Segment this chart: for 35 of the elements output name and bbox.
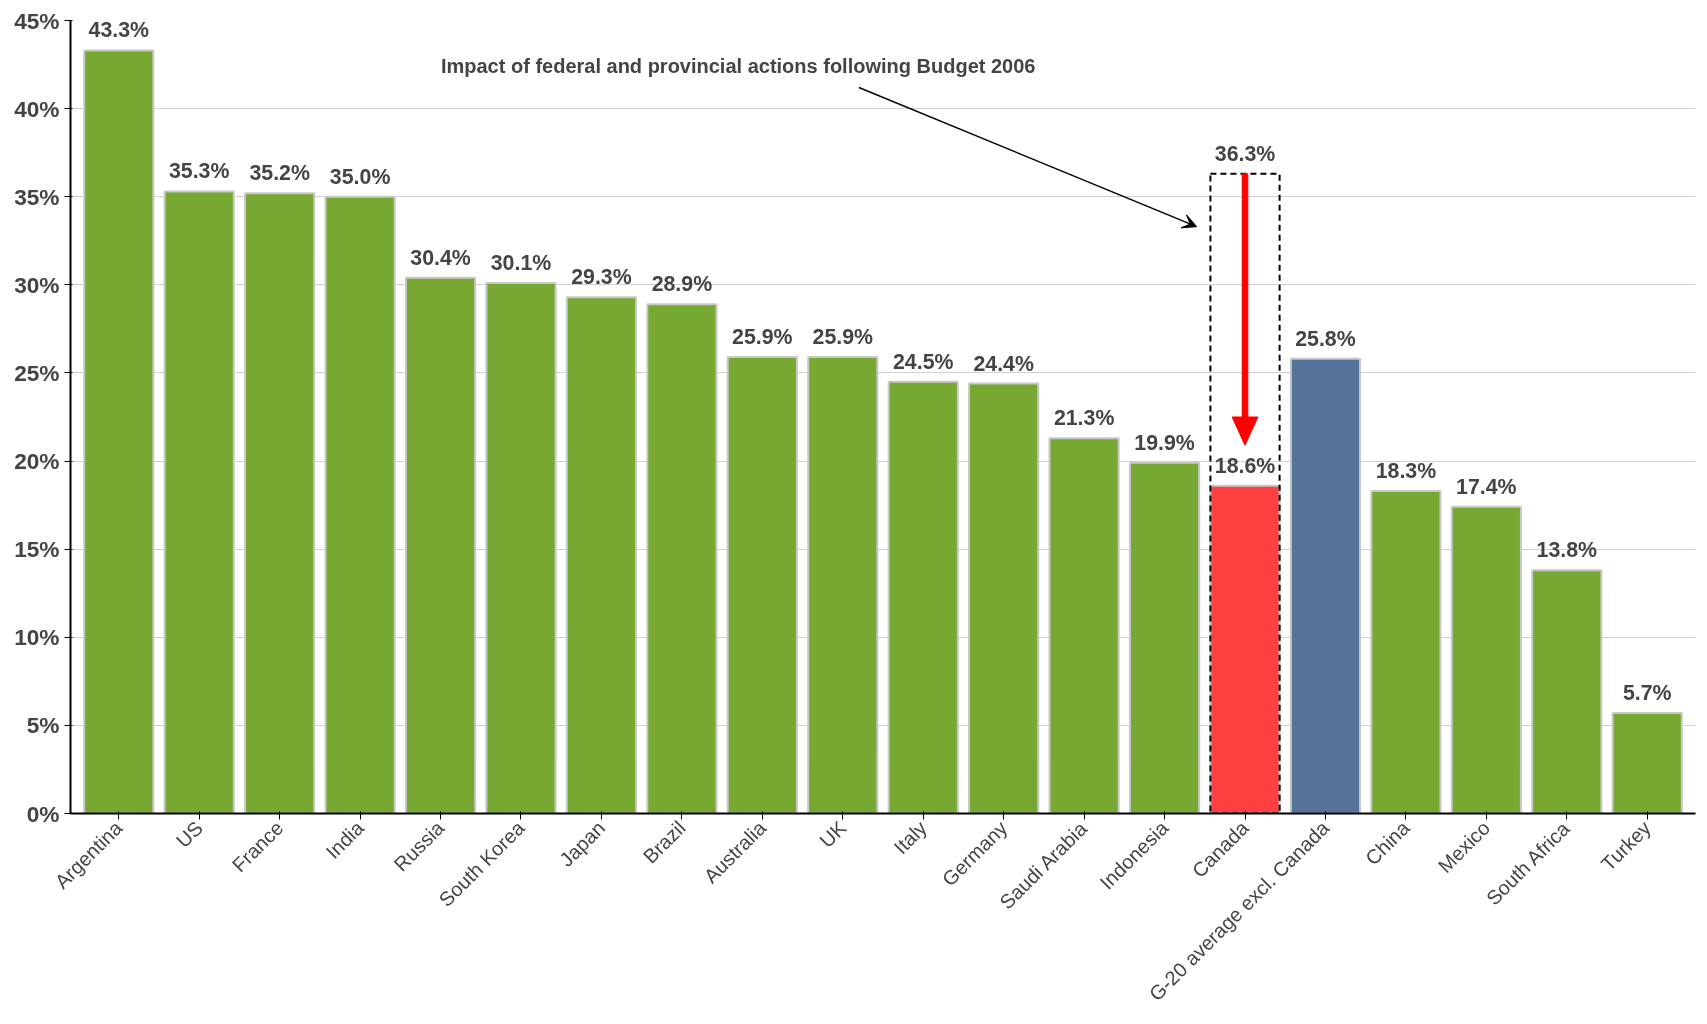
x-tick-label: UK — [815, 816, 852, 852]
data-label: 25.9% — [812, 325, 874, 350]
data-label: 19.9% — [1134, 430, 1195, 455]
data-label: 43.3% — [88, 18, 150, 43]
y-tick-label: 20% — [14, 448, 60, 475]
data-label: 18.3% — [1375, 459, 1437, 484]
data-label: 18.6% — [1214, 453, 1276, 478]
data-label: 30.4% — [410, 245, 471, 270]
data-label: 13.8% — [1536, 538, 1598, 563]
data-label: 35.2% — [249, 161, 310, 186]
data-label: 17.4% — [1456, 474, 1517, 499]
data-label: 36.3% — [1214, 141, 1276, 166]
x-tick-label: US — [171, 816, 207, 852]
y-tick-label: 35% — [14, 183, 60, 210]
y-tick-label: 0% — [26, 800, 60, 827]
data-label: 25.8% — [1295, 326, 1356, 351]
y-tick-label: 25% — [14, 359, 60, 386]
data-label: 35.0% — [329, 164, 391, 189]
data-label: 5.7% — [1622, 681, 1672, 706]
x-tick-label: Italy — [889, 816, 931, 859]
data-label: 30.1% — [490, 251, 552, 276]
y-tick-label: 45% — [14, 7, 60, 34]
data-label: 24.4% — [973, 351, 1034, 376]
y-tick-label: 5% — [26, 712, 60, 739]
annotation: Impact of federal and provincial actions following Budget 2006 — [440, 54, 1036, 77]
y-tick-label: 10% — [14, 624, 60, 651]
data-label: 24.5% — [892, 349, 954, 374]
data-label: 35.3% — [168, 159, 230, 184]
data-label: 28.9% — [651, 272, 713, 297]
y-tick-label: 15% — [14, 536, 60, 563]
y-tick-label: 30% — [14, 271, 60, 298]
data-label: 25.9% — [732, 325, 793, 350]
y-tick-label: 40% — [14, 95, 60, 122]
data-label: 21.3% — [1053, 406, 1115, 431]
data-label: 29.3% — [571, 265, 632, 290]
